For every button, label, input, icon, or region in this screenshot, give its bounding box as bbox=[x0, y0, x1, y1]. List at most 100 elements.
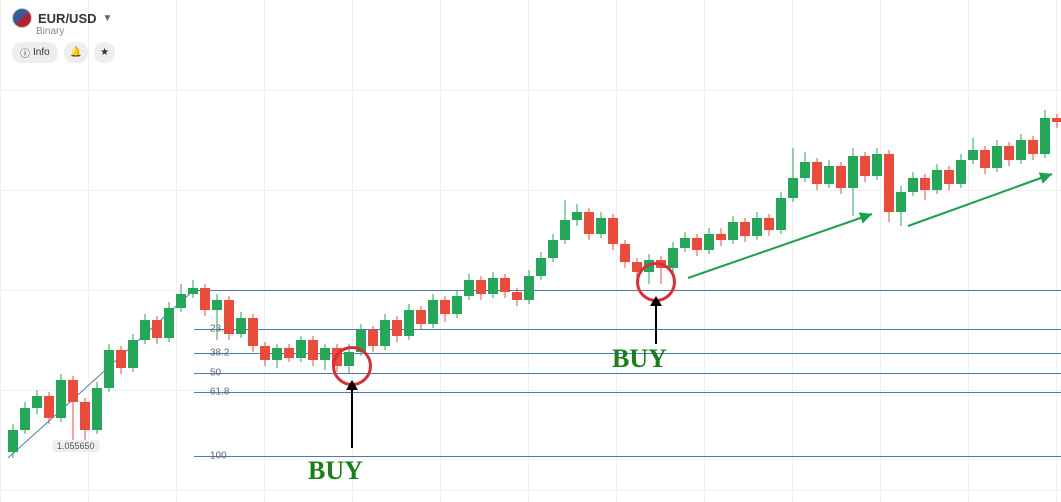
pair-label: EUR/USD bbox=[38, 11, 97, 26]
candle bbox=[524, 0, 534, 502]
toolbar: ⓘ Info 🔔 ★ bbox=[12, 42, 115, 63]
candle bbox=[992, 0, 1002, 502]
candle bbox=[932, 0, 942, 502]
candle bbox=[20, 0, 30, 502]
star-icon: ★ bbox=[100, 47, 109, 58]
candle bbox=[176, 0, 186, 502]
candle bbox=[776, 0, 786, 502]
candle bbox=[872, 0, 882, 502]
candle bbox=[920, 0, 930, 502]
candle bbox=[800, 0, 810, 502]
candle bbox=[392, 0, 402, 502]
candle bbox=[428, 0, 438, 502]
info-label: Info bbox=[33, 47, 50, 58]
favorite-button[interactable]: ★ bbox=[94, 42, 115, 63]
candle bbox=[740, 0, 750, 502]
candle bbox=[848, 0, 858, 502]
candle bbox=[380, 0, 390, 502]
candle bbox=[188, 0, 198, 502]
alert-button[interactable]: 🔔 bbox=[64, 42, 88, 63]
candle bbox=[116, 0, 126, 502]
chevron-down-icon: ▼ bbox=[103, 13, 113, 24]
buy-label: BUY bbox=[612, 344, 667, 374]
candle bbox=[908, 0, 918, 502]
candle bbox=[212, 0, 222, 502]
candle bbox=[1052, 0, 1061, 502]
flag-icon bbox=[12, 8, 32, 28]
candle bbox=[788, 0, 798, 502]
candle bbox=[884, 0, 894, 502]
candle bbox=[500, 0, 510, 502]
candle bbox=[980, 0, 990, 502]
candle bbox=[764, 0, 774, 502]
candle bbox=[32, 0, 42, 502]
candle bbox=[284, 0, 294, 502]
candle bbox=[572, 0, 582, 502]
candle bbox=[608, 0, 618, 502]
arrow-up-icon bbox=[655, 304, 657, 344]
candle bbox=[644, 0, 654, 502]
candle bbox=[80, 0, 90, 502]
info-button[interactable]: ⓘ Info bbox=[12, 42, 58, 63]
candle bbox=[332, 0, 342, 502]
buy-label: BUY bbox=[308, 456, 363, 486]
candle bbox=[224, 0, 234, 502]
candle bbox=[668, 0, 678, 502]
candle bbox=[164, 0, 174, 502]
candle bbox=[104, 0, 114, 502]
candle bbox=[368, 0, 378, 502]
candle bbox=[860, 0, 870, 502]
candle bbox=[248, 0, 258, 502]
candle bbox=[464, 0, 474, 502]
candle bbox=[272, 0, 282, 502]
candle bbox=[1040, 0, 1050, 502]
symbol-selector[interactable]: EUR/USD ▼ bbox=[12, 8, 112, 28]
candle bbox=[356, 0, 366, 502]
candle bbox=[68, 0, 78, 502]
candle bbox=[632, 0, 642, 502]
candle bbox=[404, 0, 414, 502]
candle bbox=[44, 0, 54, 502]
candle bbox=[620, 0, 630, 502]
candle bbox=[548, 0, 558, 502]
candle bbox=[716, 0, 726, 502]
candle bbox=[1028, 0, 1038, 502]
candle bbox=[476, 0, 486, 502]
candle bbox=[488, 0, 498, 502]
candle bbox=[836, 0, 846, 502]
candle bbox=[1004, 0, 1014, 502]
info-icon: ⓘ bbox=[20, 45, 30, 60]
candle bbox=[308, 0, 318, 502]
arrow-up-icon bbox=[351, 388, 353, 448]
candle bbox=[680, 0, 690, 502]
candle bbox=[728, 0, 738, 502]
instrument-type: Binary bbox=[36, 26, 64, 37]
candle bbox=[8, 0, 18, 502]
candle bbox=[440, 0, 450, 502]
candle bbox=[692, 0, 702, 502]
candle bbox=[560, 0, 570, 502]
candle bbox=[812, 0, 822, 502]
candle bbox=[596, 0, 606, 502]
candle bbox=[656, 0, 666, 502]
candle bbox=[1016, 0, 1026, 502]
candle bbox=[896, 0, 906, 502]
candle bbox=[320, 0, 330, 502]
candle bbox=[140, 0, 150, 502]
candle bbox=[452, 0, 462, 502]
bell-icon: 🔔 bbox=[70, 47, 82, 58]
candle bbox=[968, 0, 978, 502]
candle bbox=[704, 0, 714, 502]
candle bbox=[416, 0, 426, 502]
candle bbox=[584, 0, 594, 502]
candle bbox=[260, 0, 270, 502]
candle bbox=[956, 0, 966, 502]
candle bbox=[824, 0, 834, 502]
candle bbox=[512, 0, 522, 502]
candle bbox=[752, 0, 762, 502]
chart-canvas: 23.638.25061.81001.055650BUYBUY bbox=[0, 0, 1061, 502]
candle bbox=[200, 0, 210, 502]
candle bbox=[92, 0, 102, 502]
candle bbox=[296, 0, 306, 502]
candle bbox=[128, 0, 138, 502]
